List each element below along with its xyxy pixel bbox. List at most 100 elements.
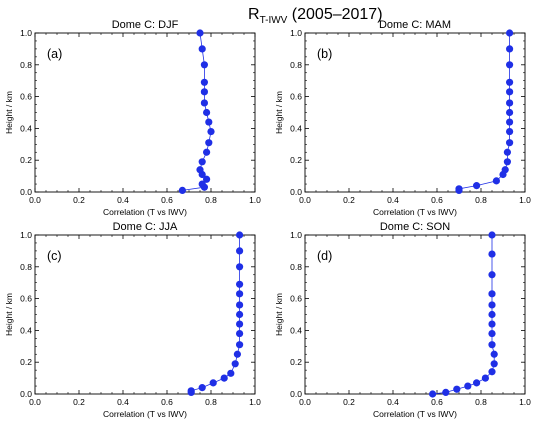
data-point xyxy=(196,29,204,37)
data-point xyxy=(488,271,496,279)
panel-letter: (d) xyxy=(317,249,332,263)
data-point xyxy=(200,61,208,69)
figure-title: RT-IWV (2005–2017) xyxy=(248,6,383,26)
x-tick-label: 0.8 xyxy=(475,397,487,407)
x-axis-label: Correlation (T vs IWV) xyxy=(103,409,187,419)
data-point xyxy=(455,185,463,193)
data-point xyxy=(481,374,489,382)
data-point xyxy=(196,166,204,174)
data-point xyxy=(209,379,217,387)
y-tick-label: 0.2 xyxy=(290,155,302,165)
data-point xyxy=(236,263,244,271)
data-point xyxy=(501,166,509,174)
y-tick-label: 1.0 xyxy=(20,28,32,38)
data-point xyxy=(236,231,244,239)
y-axis-label: Height / km xyxy=(274,293,284,336)
data-point xyxy=(200,99,208,107)
data-point xyxy=(236,310,244,319)
data-point xyxy=(506,29,514,37)
data-point xyxy=(506,99,514,107)
data-point xyxy=(231,360,239,368)
plot-frame xyxy=(34,32,256,193)
y-tick-label: 0.4 xyxy=(20,123,32,133)
y-axis-label: Height / km xyxy=(4,293,14,336)
data-point xyxy=(236,320,244,328)
data-point xyxy=(236,247,244,255)
y-tick-label: 0.8 xyxy=(20,60,32,70)
data-point xyxy=(490,360,498,368)
data-point xyxy=(227,369,235,377)
plot-frame xyxy=(34,234,256,395)
y-tick-label: 0.2 xyxy=(20,155,32,165)
data-point xyxy=(488,290,496,298)
data-point xyxy=(203,148,211,156)
figure-title-main: R xyxy=(248,6,260,23)
panel-title: Dome C: SON xyxy=(380,221,450,233)
data-point xyxy=(506,108,514,117)
y-tick-label: 0.6 xyxy=(20,294,32,304)
y-axis-label: Height / km xyxy=(4,91,14,134)
data-point xyxy=(506,61,514,69)
data-point xyxy=(198,384,206,392)
figure-title-subscript: T-IWV xyxy=(260,15,288,26)
data-point xyxy=(488,329,496,338)
data-point xyxy=(442,388,450,397)
data-point xyxy=(492,177,500,185)
data-point xyxy=(464,382,472,390)
data-point xyxy=(200,78,208,86)
y-tick-label: 0.4 xyxy=(290,123,302,133)
panel-letter: (c) xyxy=(47,249,62,263)
y-tick-label: 0.0 xyxy=(290,389,302,399)
data-point xyxy=(506,45,514,53)
y-tick-label: 0.2 xyxy=(20,357,32,367)
data-point xyxy=(490,350,498,358)
data-point xyxy=(488,231,496,239)
x-axis-label: Correlation (T vs IWV) xyxy=(373,409,457,419)
y-tick-label: 0.8 xyxy=(20,262,32,272)
x-tick-label: 0.2 xyxy=(73,397,85,407)
panel-title: Dome C: JJA xyxy=(113,221,178,233)
x-tick-label: 0.2 xyxy=(343,195,355,205)
x-tick-label: 0.6 xyxy=(161,195,173,205)
data-point xyxy=(488,341,496,349)
series-line xyxy=(458,33,511,191)
x-tick-label: 0.2 xyxy=(73,195,85,205)
panel-3: Dome C: JJA 0.0 0.2 0.4 0.6 0.8 1.0 0.0 0.2 0.4 0.… xyxy=(4,221,261,419)
panel-letter: (a) xyxy=(47,47,62,61)
panel-1: Dome C: DJF 0.0 0.2 0.4 0.6 0.8 1.0 0.0 0.2 0.4 0.… xyxy=(4,19,261,217)
data-point xyxy=(207,127,215,136)
x-tick-label: 0.0 xyxy=(299,397,311,407)
x-tick-label: 0.4 xyxy=(117,195,129,205)
x-tick-label: 0.8 xyxy=(475,195,487,205)
panel-4: Dome C: SON 0.0 0.2 0.4 0.6 0.8 1.0 0.0 0.2 0.4 0.… xyxy=(274,221,531,419)
data-point xyxy=(200,88,208,96)
data-point xyxy=(236,341,244,349)
y-tick-label: 0.0 xyxy=(20,389,32,399)
data-point xyxy=(205,118,213,126)
data-point xyxy=(488,368,496,376)
y-tick-label: 0.0 xyxy=(20,187,32,197)
data-point xyxy=(488,301,496,309)
data-point xyxy=(473,182,481,190)
x-tick-label: 0.0 xyxy=(29,397,41,407)
data-point xyxy=(198,180,206,188)
data-point xyxy=(506,78,514,86)
x-tick-label: 0.0 xyxy=(29,195,41,205)
data-point xyxy=(203,108,211,117)
panel-title: Dome C: MAM xyxy=(379,19,451,31)
data-point xyxy=(506,139,514,147)
data-point xyxy=(236,329,244,338)
data-point xyxy=(488,310,496,319)
x-tick-label: 0.4 xyxy=(387,397,399,407)
y-tick-label: 1.0 xyxy=(20,230,32,240)
y-tick-label: 0.8 xyxy=(290,262,302,272)
data-point xyxy=(506,118,514,126)
y-tick-label: 0.6 xyxy=(290,92,302,102)
data-point xyxy=(488,250,496,258)
y-tick-label: 0.4 xyxy=(290,325,302,335)
data-point xyxy=(506,127,514,136)
x-tick-label: 0.6 xyxy=(161,397,173,407)
data-point xyxy=(205,139,213,147)
